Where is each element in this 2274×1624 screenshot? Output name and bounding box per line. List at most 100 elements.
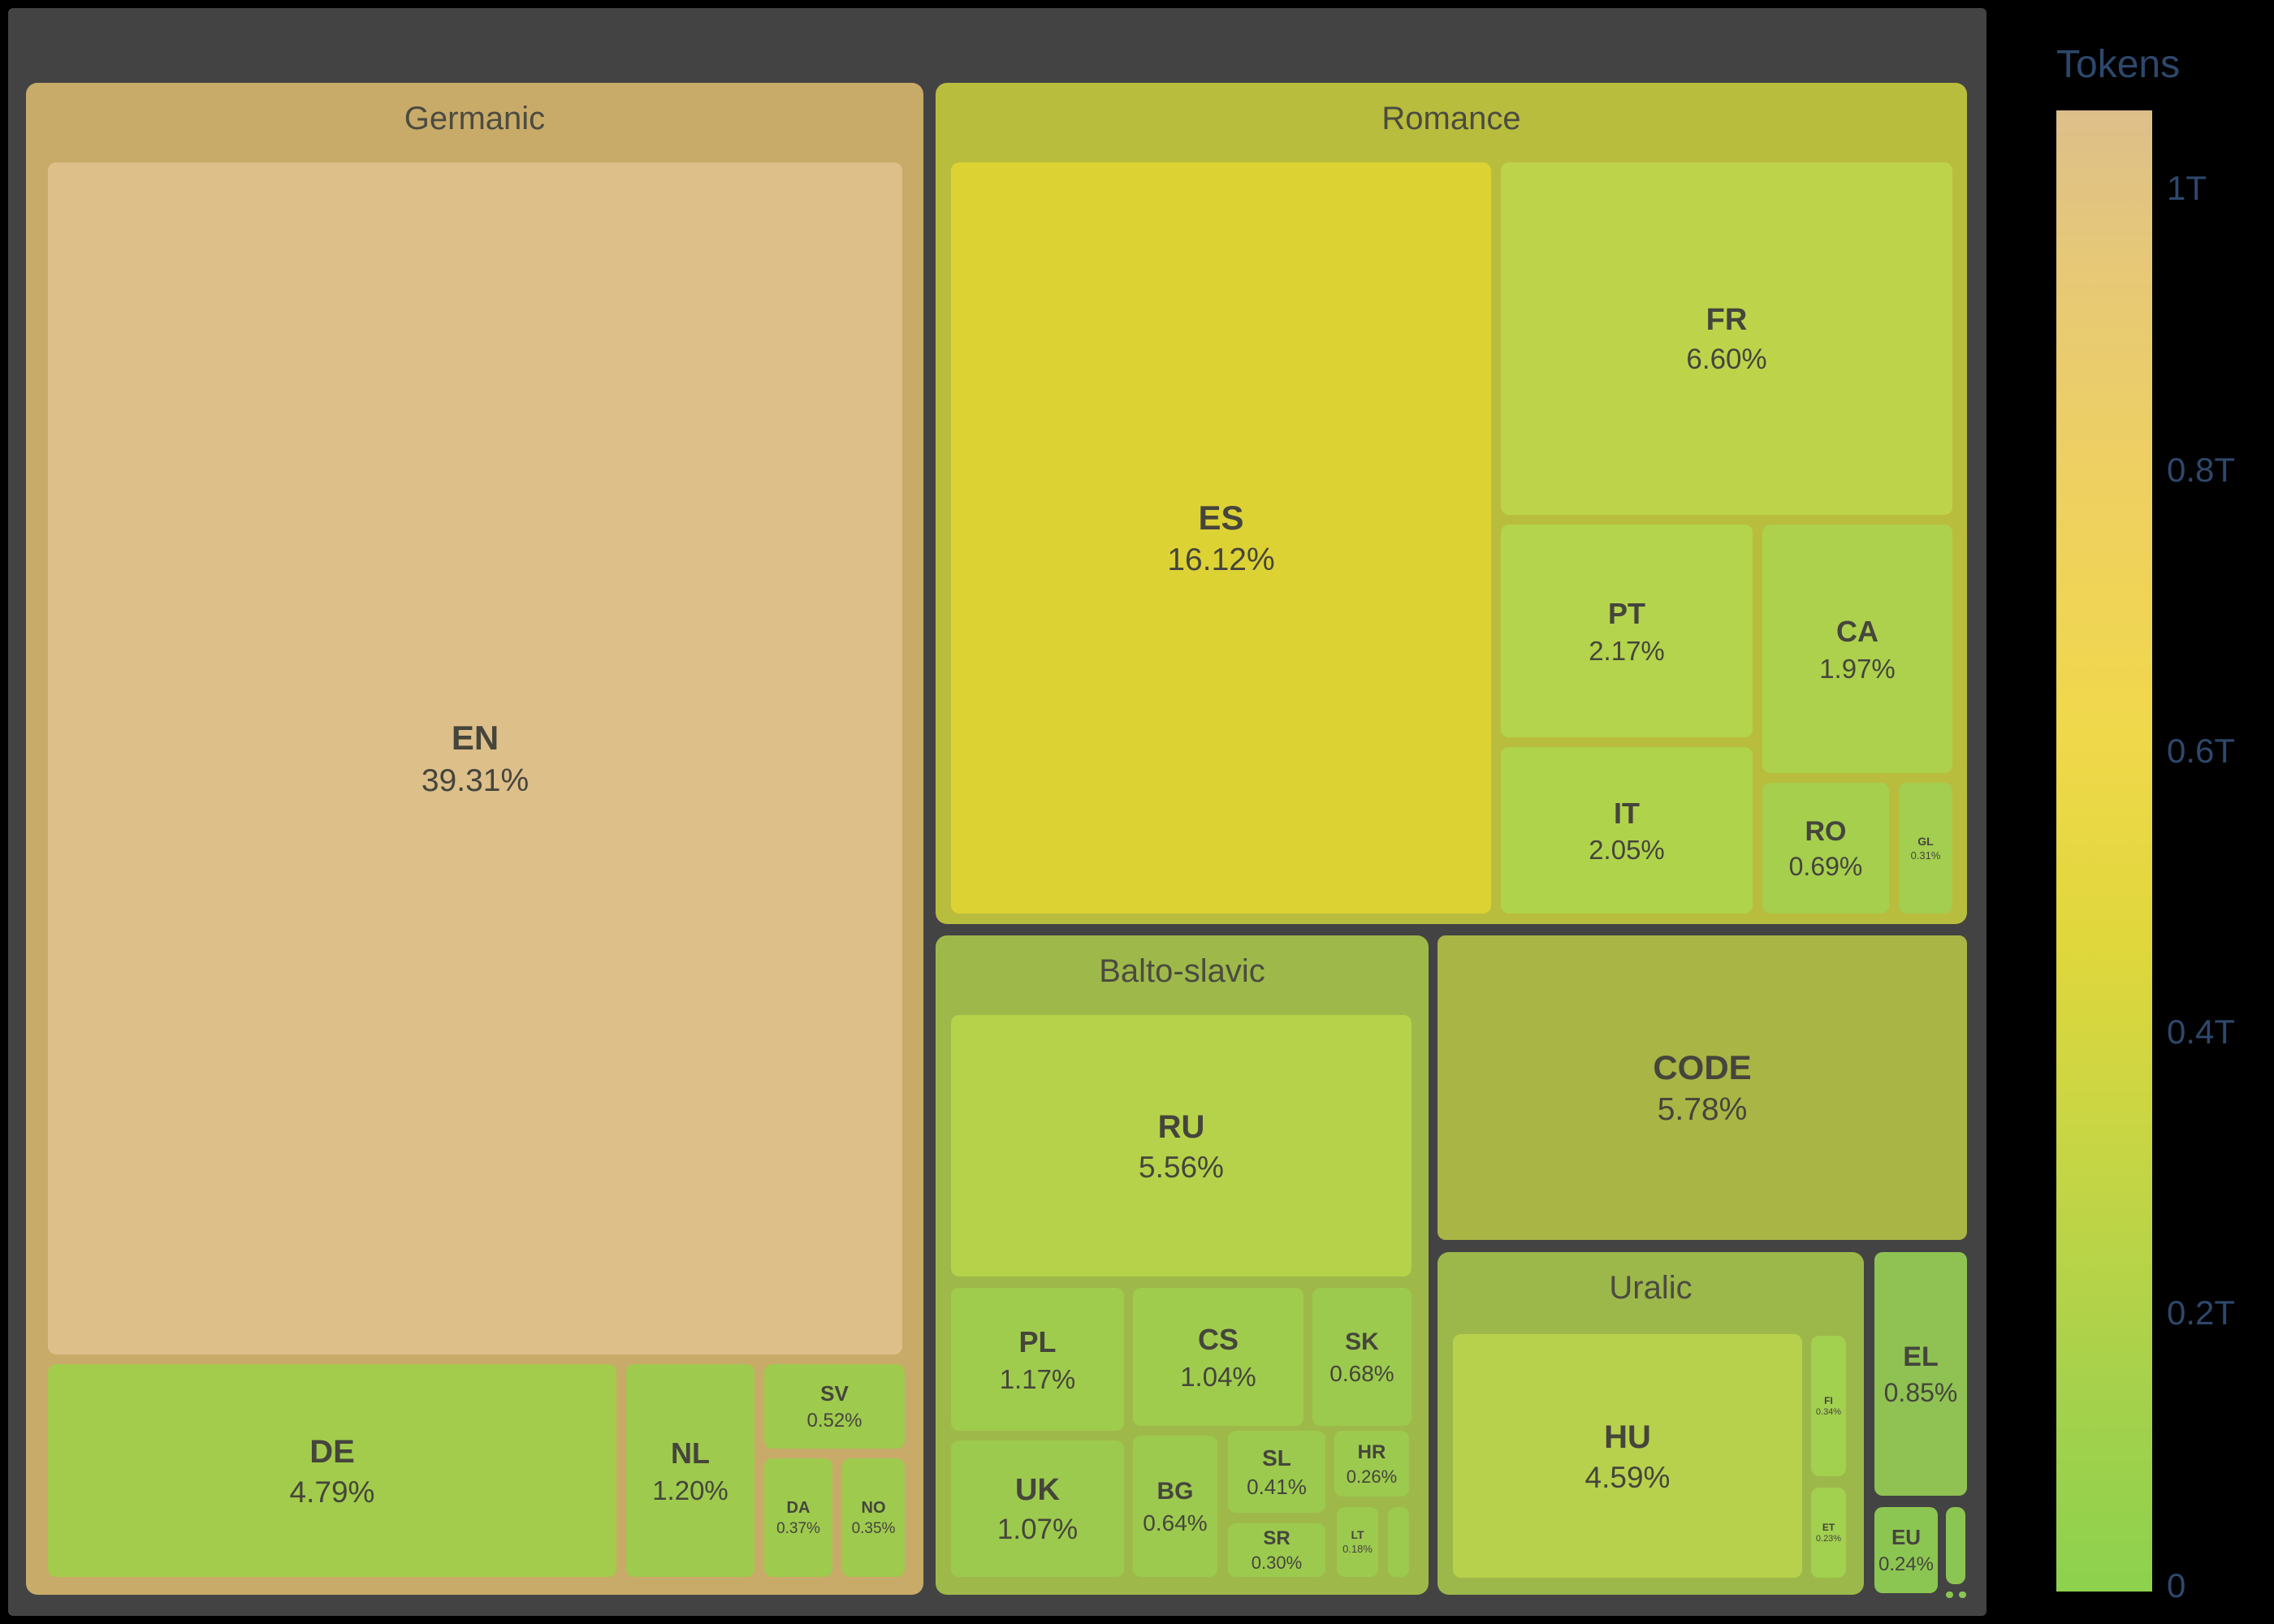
cell-percent-label: 0.35% — [851, 1519, 896, 1537]
cell-fr[interactable]: FR 6.60% — [1501, 162, 1952, 515]
cell-code-label: SR — [1263, 1527, 1290, 1550]
cell-nl[interactable]: NL 1.20% — [626, 1364, 754, 1577]
cell-no[interactable]: NO 0.35% — [842, 1458, 905, 1577]
cell-percent-label: 1.17% — [999, 1363, 1076, 1394]
cell-fi[interactable]: FI 0.34% — [1811, 1336, 1846, 1476]
cell-percent-label: 0.52% — [806, 1409, 862, 1432]
colorbar-tick-1t: 1T — [2167, 169, 2207, 207]
cell-percent-label: 0.24% — [1878, 1553, 1935, 1575]
cell-code-label: EU — [1891, 1525, 1922, 1550]
cell-eu[interactable]: EU 0.24% — [1874, 1507, 1938, 1593]
cell-percent-label: 0.68% — [1329, 1360, 1394, 1386]
cell-code-label: UK — [1015, 1473, 1060, 1508]
cell-percent-label: 16.12% — [1167, 542, 1275, 578]
cell-ru[interactable]: RU 5.56% — [951, 1015, 1412, 1276]
cell-percent-label: 2.05% — [1589, 835, 1665, 866]
cell-code-label: ES — [1198, 498, 1244, 537]
cell-code-label: CA — [1836, 615, 1878, 649]
cell-sl[interactable]: SL 0.41% — [1228, 1431, 1325, 1513]
group-header-romance[interactable]: Romance — [1381, 101, 1521, 136]
cell-code-label: LT — [1351, 1528, 1364, 1542]
cell-pl[interactable]: PL 1.17% — [951, 1288, 1124, 1431]
cell-code-label: EL — [1903, 1341, 1939, 1373]
cell-code-label: GL — [1917, 834, 1934, 848]
cell-unlabeled[interactable] — [1388, 1507, 1409, 1577]
cell-code-label: SK — [1345, 1328, 1379, 1356]
cell-code-label: PL — [1018, 1325, 1057, 1359]
cell-hr[interactable]: HR 0.26% — [1334, 1431, 1409, 1497]
cell-percent-label: 2.17% — [1589, 635, 1665, 666]
cell-code-label: HU — [1604, 1419, 1651, 1455]
cell-lt[interactable]: LT 0.18% — [1337, 1507, 1378, 1577]
cell-code-label: ET — [1822, 1521, 1835, 1533]
cell-code-label: NL — [671, 1436, 710, 1471]
cell-code-label: NO — [861, 1498, 886, 1517]
cell-code-label: FI — [1824, 1394, 1833, 1406]
cell-percent-label: 0.31% — [1910, 849, 1941, 862]
cell-percent-label: 0.69% — [1788, 852, 1863, 882]
cell-pt[interactable]: PT 2.17% — [1501, 525, 1753, 737]
cell-it[interactable]: IT 2.05% — [1501, 747, 1753, 914]
cell-code-label: RU — [1157, 1108, 1205, 1145]
colorbar-tick-04t: 0.4T — [2167, 1013, 2236, 1051]
cell-percent-label: 0.30% — [1251, 1553, 1303, 1574]
cell-unlabeled[interactable] — [1959, 1592, 1966, 1598]
group-header-germanic[interactable]: Germanic — [404, 101, 546, 136]
cell-percent-label: 0.41% — [1247, 1475, 1307, 1500]
cell-sv[interactable]: SV 0.52% — [764, 1364, 905, 1449]
group-header-uralic[interactable]: Uralic — [1609, 1270, 1693, 1306]
colorbar-tick-02t: 0.2T — [2167, 1294, 2236, 1332]
cell-es[interactable]: ES 16.12% — [951, 162, 1491, 914]
colorbar-tick-06t: 0.6T — [2167, 732, 2236, 770]
cell-en[interactable]: EN 39.31% — [48, 162, 902, 1354]
cell-ca[interactable]: CA 1.97% — [1762, 525, 1952, 773]
cell-code-label: RO — [1805, 815, 1847, 847]
cell-sr[interactable]: SR 0.30% — [1228, 1523, 1325, 1577]
cell-code-label: CS — [1197, 1323, 1239, 1357]
cell-percent-label: 5.56% — [1139, 1150, 1224, 1184]
cell-code-label: DE — [309, 1433, 355, 1470]
cell-bg[interactable]: BG 0.64% — [1133, 1436, 1217, 1577]
cell-percent-label: 4.59% — [1584, 1460, 1671, 1494]
cell-unlabeled[interactable] — [1946, 1592, 1953, 1598]
cell-percent-label: 0.23% — [1815, 1533, 1842, 1544]
cell-percent-label: 0.34% — [1815, 1406, 1842, 1417]
colorbar-gradient — [2056, 110, 2152, 1592]
colorbar-tick-08t: 0.8T — [2167, 451, 2236, 489]
cell-percent-label: 1.04% — [1180, 1361, 1256, 1392]
cell-da[interactable]: DA 0.37% — [764, 1458, 832, 1577]
cell-code[interactable]: CODE 5.78% — [1437, 935, 1967, 1240]
cell-hu[interactable]: HU 4.59% — [1453, 1334, 1802, 1578]
cell-percent-label: 1.07% — [996, 1513, 1079, 1545]
cell-code-label: BG — [1156, 1478, 1194, 1505]
cell-percent-label: 1.97% — [1819, 653, 1896, 684]
cell-percent-label: 0.26% — [1346, 1466, 1398, 1487]
cell-de[interactable]: DE 4.79% — [48, 1364, 616, 1577]
cell-gl[interactable]: GL 0.31% — [1899, 783, 1952, 914]
cell-uk[interactable]: UK 1.07% — [951, 1440, 1124, 1577]
cell-code-label: HR — [1357, 1440, 1386, 1463]
cell-sk[interactable]: SK 0.68% — [1312, 1288, 1412, 1426]
cell-el[interactable]: EL 0.85% — [1874, 1252, 1967, 1496]
colorbar-title: Tokens — [2056, 43, 2181, 86]
cell-percent-label: 1.20% — [652, 1475, 728, 1505]
cell-code-label: CODE — [1653, 1047, 1752, 1086]
cell-et[interactable]: ET 0.23% — [1811, 1488, 1846, 1578]
cell-code-label: SL — [1262, 1445, 1291, 1471]
cell-code-label: PT — [1607, 597, 1645, 631]
cell-percent-label: 39.31% — [421, 762, 530, 798]
group-header-balto-slavic[interactable]: Balto-slavic — [1099, 953, 1265, 989]
cell-code-label: SV — [820, 1381, 849, 1406]
cell-code-label: FR — [1706, 303, 1748, 338]
cell-code-label: DA — [786, 1498, 811, 1517]
cell-percent-label: 0.64% — [1143, 1510, 1208, 1535]
cell-cs[interactable]: CS 1.04% — [1133, 1288, 1303, 1426]
cell-percent-label: 0.37% — [776, 1519, 820, 1537]
cell-ro[interactable]: RO 0.69% — [1762, 783, 1889, 914]
cell-unlabeled[interactable] — [1946, 1507, 1965, 1584]
cell-code-label: IT — [1614, 796, 1640, 830]
cell-percent-label: 0.18% — [1342, 1543, 1373, 1556]
